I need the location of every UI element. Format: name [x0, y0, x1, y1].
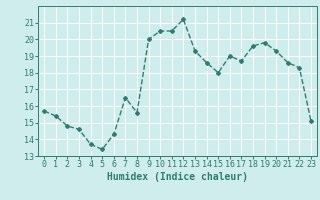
X-axis label: Humidex (Indice chaleur): Humidex (Indice chaleur) — [107, 172, 248, 182]
